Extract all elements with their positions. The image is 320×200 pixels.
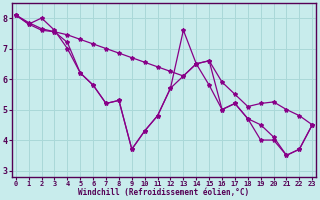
X-axis label: Windchill (Refroidissement éolien,°C): Windchill (Refroidissement éolien,°C) <box>78 188 250 197</box>
